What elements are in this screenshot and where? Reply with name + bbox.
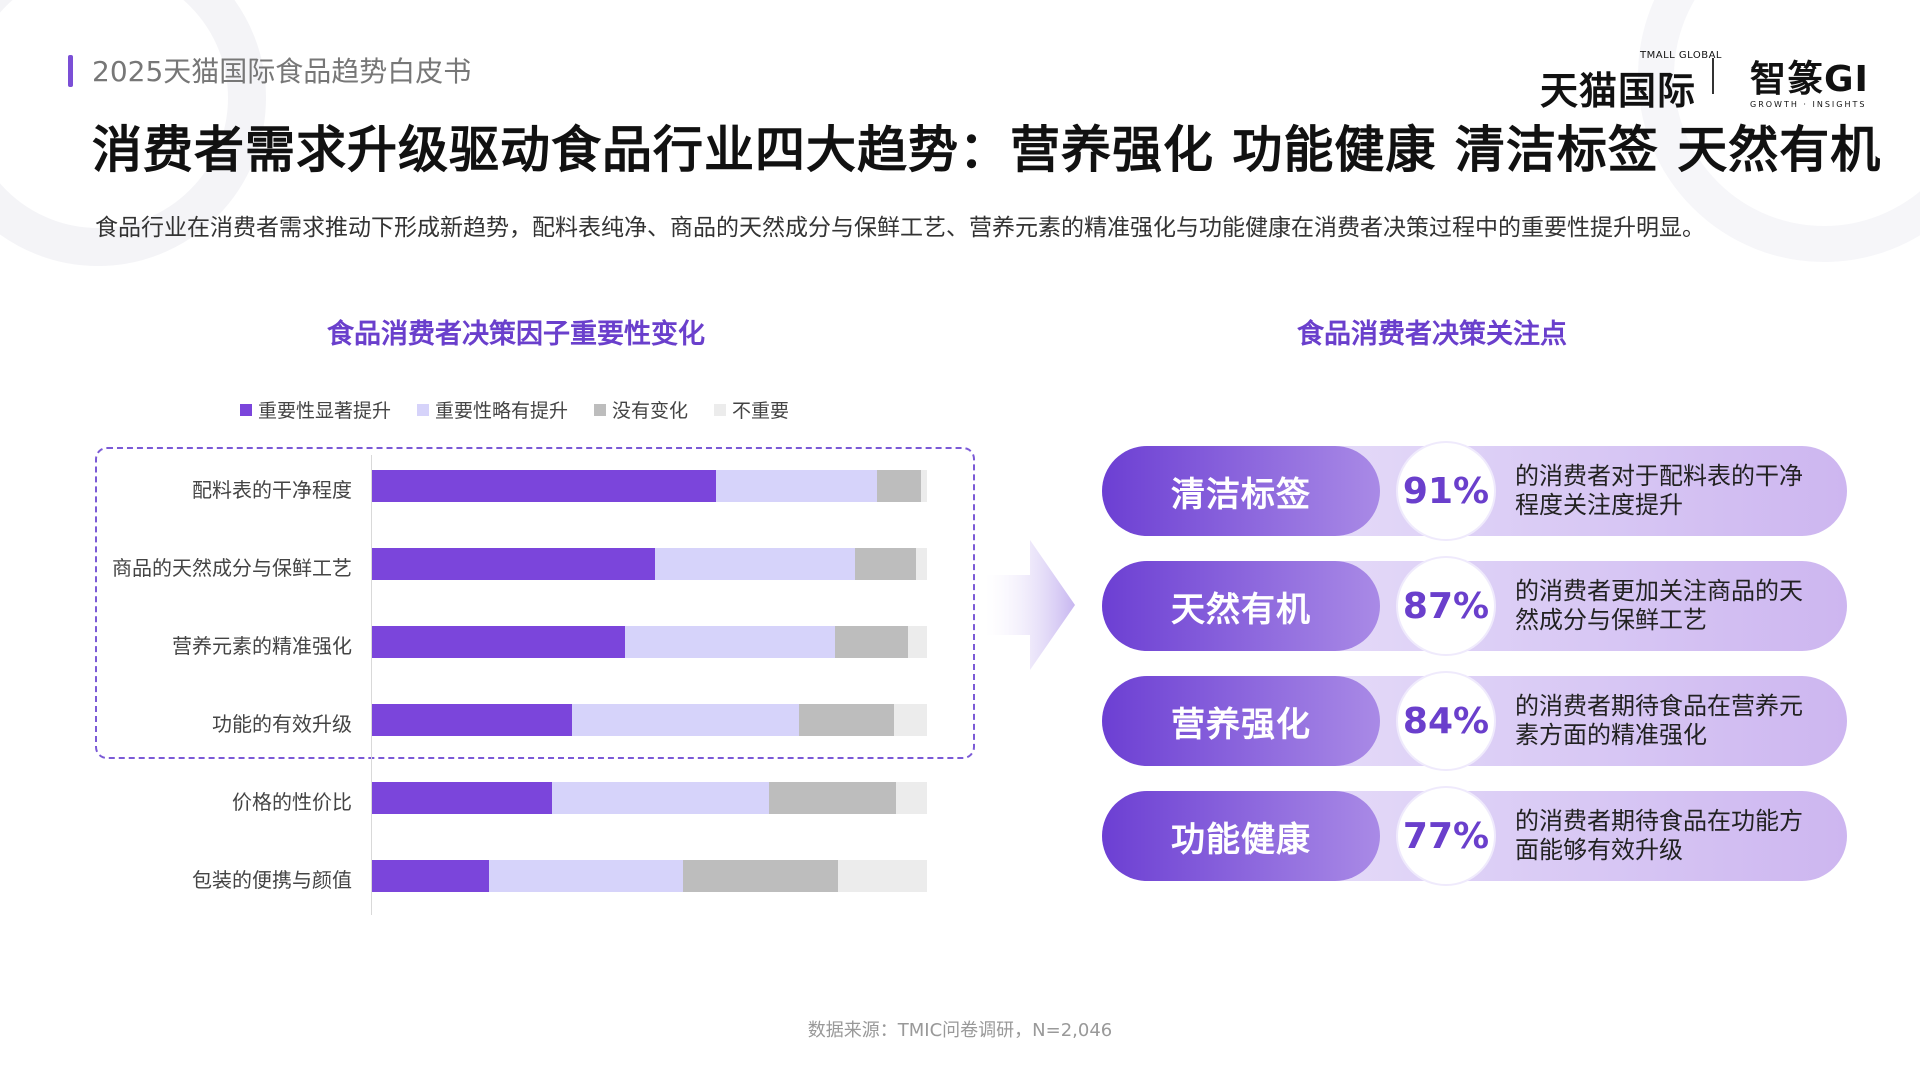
bar-segment-s3 xyxy=(835,626,908,658)
bar-segment-s1 xyxy=(372,626,625,658)
bar-segment-s1 xyxy=(372,704,572,736)
insight-card-percent: 91% xyxy=(1398,443,1494,539)
bar-segment-s2 xyxy=(488,860,683,892)
insight-card-text: 的消费者对于配料表的干净程度关注度提升 xyxy=(1515,462,1803,519)
bar-segment-s3 xyxy=(768,782,897,814)
logo-divider xyxy=(1712,58,1714,94)
bar-category-label: 功能的有效升级 xyxy=(212,712,352,736)
bar-segment-s4 xyxy=(921,470,927,502)
chart-legend: 重要性显著提升 重要性略有提升 没有变化 不重要 xyxy=(240,396,789,423)
insight-card-label: 天然有机 xyxy=(1102,561,1380,651)
bar-category-label: 包装的便携与颜值 xyxy=(192,868,352,892)
bar-segment-s1 xyxy=(372,548,656,580)
bar-segment-s2 xyxy=(571,704,800,736)
bar-segment-s2 xyxy=(716,470,878,502)
bar-category-label: 价格的性价比 xyxy=(232,790,352,814)
bar-segment-s4 xyxy=(907,626,927,658)
legend-label-2: 重要性略有提升 xyxy=(435,400,569,422)
legend-label-1: 重要性显著提升 xyxy=(258,400,392,422)
insight-card-percent: 84% xyxy=(1398,673,1494,769)
insight-card-percent: 77% xyxy=(1398,788,1494,884)
header-subtitle: 2025天猫国际食品趋势白皮书 xyxy=(92,55,472,88)
legend-swatch-1 xyxy=(240,403,252,416)
page-description: 食品行业在消费者需求推动下形成新趋势，配料表纯净、商品的天然成分与保鲜工艺、营养… xyxy=(95,215,1705,241)
insight-card-label: 功能健康 xyxy=(1102,791,1380,881)
bar-category-label: 商品的天然成分与保鲜工艺 xyxy=(112,556,352,580)
insight-card-label: 清洁标签 xyxy=(1102,446,1380,536)
legend-item-2: 重要性略有提升 xyxy=(417,396,568,423)
bar-segment-s2 xyxy=(552,782,769,814)
bar-segment-s1 xyxy=(372,860,489,892)
bar-segment-s4 xyxy=(915,548,927,580)
bar-segment-s4 xyxy=(838,860,927,892)
highlight-dashed-box xyxy=(95,447,975,759)
insight-card-text: 的消费者期待食品在营养元素方面的精准强化 xyxy=(1515,692,1803,749)
gi-logo: 智篆GI GROWTH · INSIGHTS xyxy=(1750,50,1869,109)
legend-label-3: 没有变化 xyxy=(612,400,689,422)
legend-swatch-3 xyxy=(594,403,607,416)
bar-segment-s1 xyxy=(372,470,717,502)
insight-card-text: 的消费者期待食品在功能方面能够有效升级 xyxy=(1515,807,1803,864)
bar-segment-s2 xyxy=(655,548,855,580)
bar-segment-s4 xyxy=(893,704,927,736)
insight-card-percent: 87% xyxy=(1398,558,1494,654)
legend-item-4: 不重要 xyxy=(714,396,789,423)
gi-logo-text: 智篆GI xyxy=(1750,59,1869,100)
bar-segment-s3 xyxy=(799,704,894,736)
chart-title: 食品消费者决策因子重要性变化 xyxy=(327,319,705,350)
cards-title: 食品消费者决策关注点 xyxy=(1297,319,1567,350)
legend-item-1: 重要性显著提升 xyxy=(240,396,391,423)
legend-item-3: 没有变化 xyxy=(594,396,688,423)
data-source-note: 数据来源：TMIC问卷调研，N=2,046 xyxy=(807,1020,1113,1041)
insight-card-text: 的消费者更加关注商品的天然成分与保鲜工艺 xyxy=(1515,577,1803,634)
bar-segment-s1 xyxy=(372,782,553,814)
tmall-global-logo-text: 天猫国际 xyxy=(1540,69,1697,113)
insight-card-label: 营养强化 xyxy=(1102,676,1380,766)
bar-segment-s2 xyxy=(624,626,836,658)
bar-segment-s3 xyxy=(854,548,916,580)
bar-category-label: 营养元素的精准强化 xyxy=(172,634,352,658)
bar-segment-s3 xyxy=(682,860,839,892)
bar-segment-s4 xyxy=(896,782,927,814)
tmall-global-logo-small: TMALL GLOBAL xyxy=(1640,50,1723,61)
legend-label-4: 不重要 xyxy=(732,400,790,422)
arrow-right-icon xyxy=(985,540,1075,670)
legend-swatch-4 xyxy=(714,403,727,416)
gi-logo-small: GROWTH · INSIGHTS xyxy=(1750,100,1867,109)
legend-swatch-2 xyxy=(417,403,430,416)
bar-segment-s3 xyxy=(877,470,922,502)
page-title: 消费者需求升级驱动食品行业四大趋势：营养强化 功能健康 清洁标签 天然有机 xyxy=(92,121,1882,179)
header-accent-bar xyxy=(68,55,73,87)
chart-axis-line xyxy=(371,455,372,915)
bar-category-label: 配料表的干净程度 xyxy=(192,478,352,502)
